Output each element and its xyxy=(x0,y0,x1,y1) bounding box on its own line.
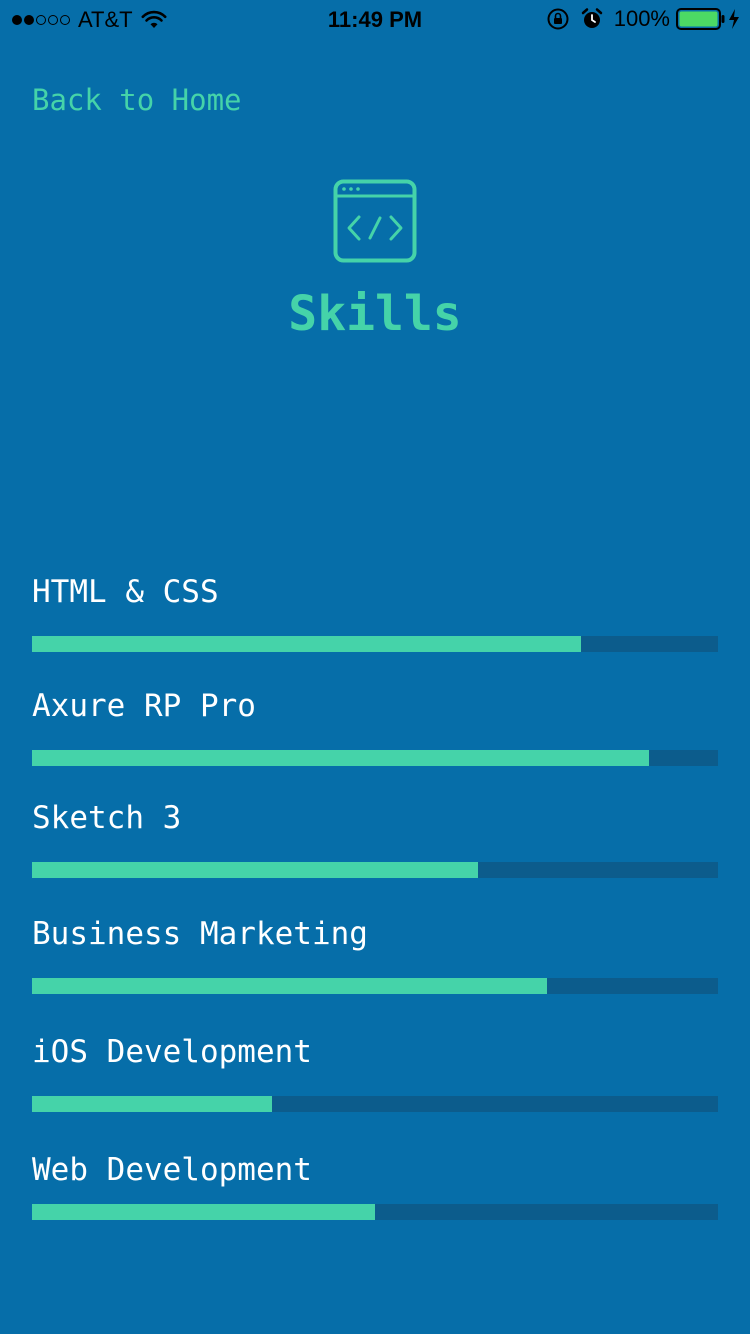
skill-label: Business Marketing xyxy=(32,916,368,952)
rotation-lock-icon xyxy=(547,8,569,30)
skill-progress-track xyxy=(32,636,718,652)
skill-progress-track xyxy=(32,750,718,766)
page-title: Skills xyxy=(288,286,462,342)
skill-business-marketing: Business Marketing xyxy=(32,914,718,994)
skill-label: Web Development xyxy=(32,1152,312,1188)
alarm-icon xyxy=(581,8,602,28)
skill-progress-fill xyxy=(32,1204,375,1220)
skill-progress-track xyxy=(32,1096,718,1112)
skill-progress-fill xyxy=(32,862,478,878)
skill-html-css: HTML & CSS xyxy=(32,572,718,652)
signal-strength-icon xyxy=(12,15,72,25)
status-left: AT&T xyxy=(12,7,167,33)
skill-sketch-3: Sketch 3 xyxy=(32,798,718,878)
skill-label: Axure RP Pro xyxy=(32,688,256,724)
charging-bolt-icon xyxy=(729,9,739,29)
battery-icon xyxy=(676,8,725,30)
skill-progress-fill xyxy=(32,978,547,994)
skill-label: Sketch 3 xyxy=(32,800,182,836)
skill-label: HTML & CSS xyxy=(32,574,219,610)
skill-ios-development: iOS Development xyxy=(32,1032,718,1112)
skill-progress-fill xyxy=(32,636,581,652)
battery-percentage: 100% xyxy=(613,6,670,31)
skill-progress-track xyxy=(32,1204,718,1220)
skill-progress-track xyxy=(32,862,718,878)
wifi-icon xyxy=(141,10,167,28)
status-bar: AT&T 11:49 PM 100% xyxy=(0,0,750,40)
skill-axure-rp-pro: Axure RP Pro xyxy=(32,686,718,766)
status-right: 100% xyxy=(546,6,740,32)
skill-label: iOS Development xyxy=(32,1034,312,1070)
code-window-icon xyxy=(333,179,417,263)
skill-progress-fill xyxy=(32,1096,273,1112)
skill-progress-track xyxy=(32,978,718,994)
carrier-name: AT&T xyxy=(78,7,133,32)
back-to-home-link[interactable]: Back to Home xyxy=(32,83,242,117)
status-time: 11:49 PM xyxy=(327,7,423,32)
skill-progress-fill xyxy=(32,750,650,766)
skill-web-development: Web Development xyxy=(32,1150,718,1220)
